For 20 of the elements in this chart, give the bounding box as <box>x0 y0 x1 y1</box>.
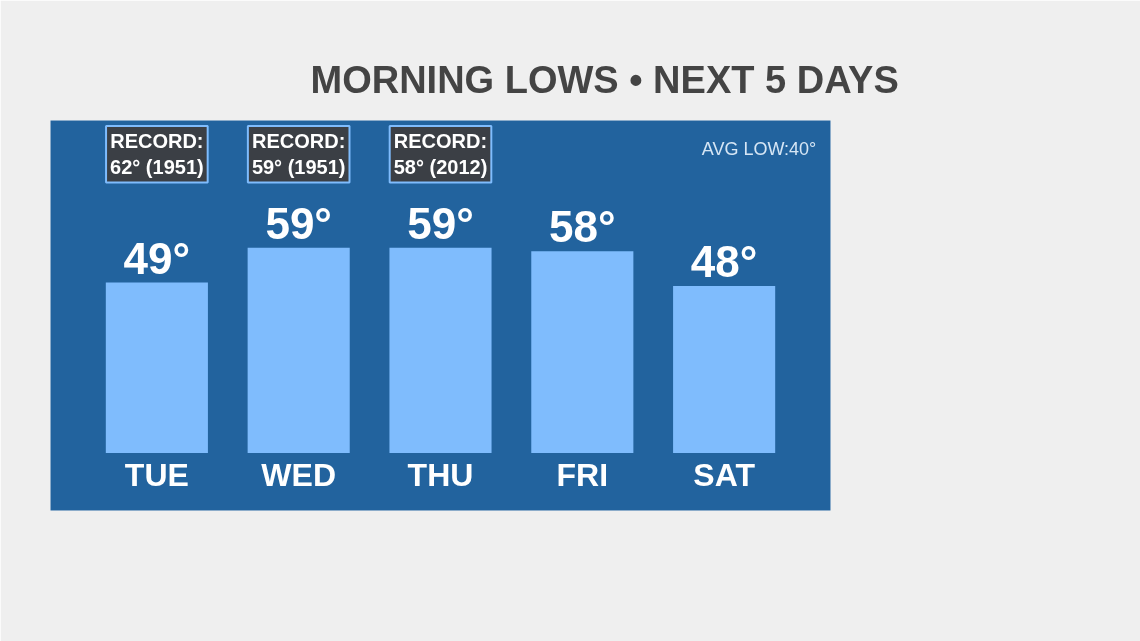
text: RECORD: 59° (1951) <box>251 130 346 179</box>
bar <box>105 282 208 454</box>
data-label: 48° <box>690 237 758 287</box>
x-tick-label: THU <box>407 457 474 494</box>
chart-title: MORNING LOWS • NEXT 5 DAYS <box>310 58 899 101</box>
text: RECORD: 58° (2012) <box>393 130 488 179</box>
x-tick-label: FRI <box>556 457 609 494</box>
data-label: 59° <box>265 198 332 248</box>
data-label: 58° <box>549 202 616 252</box>
x-tick-label: TUE <box>124 457 189 494</box>
data-label: 49° <box>123 233 191 283</box>
text: AVG LOW:40° <box>701 138 817 159</box>
bar <box>247 247 350 454</box>
text: RECORD: 62° (1951) <box>110 130 204 179</box>
data-label: 59° <box>407 198 474 248</box>
x-tick-label: SAT <box>693 457 756 494</box>
bar <box>531 251 634 454</box>
x-tick-label: WED <box>261 457 337 494</box>
bar <box>673 286 776 454</box>
bar <box>389 247 492 454</box>
